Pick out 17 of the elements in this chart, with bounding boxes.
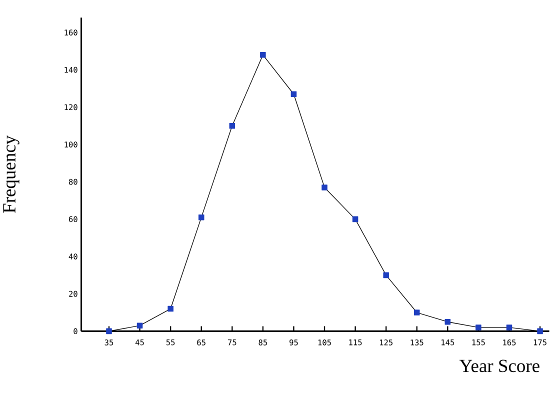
point <box>383 272 389 278</box>
point <box>537 328 543 334</box>
point <box>168 306 174 312</box>
x-axis-title: Year Score <box>459 360 540 372</box>
point <box>229 122 236 129</box>
point <box>290 91 297 97</box>
point <box>352 216 358 222</box>
point <box>444 318 451 325</box>
point <box>506 324 512 330</box>
point <box>136 322 143 328</box>
point <box>198 214 204 220</box>
point <box>322 184 328 190</box>
y-axis-title: Frequency <box>3 135 20 213</box>
point <box>260 52 266 58</box>
point <box>106 328 112 334</box>
point <box>476 324 482 330</box>
point <box>414 310 420 316</box>
